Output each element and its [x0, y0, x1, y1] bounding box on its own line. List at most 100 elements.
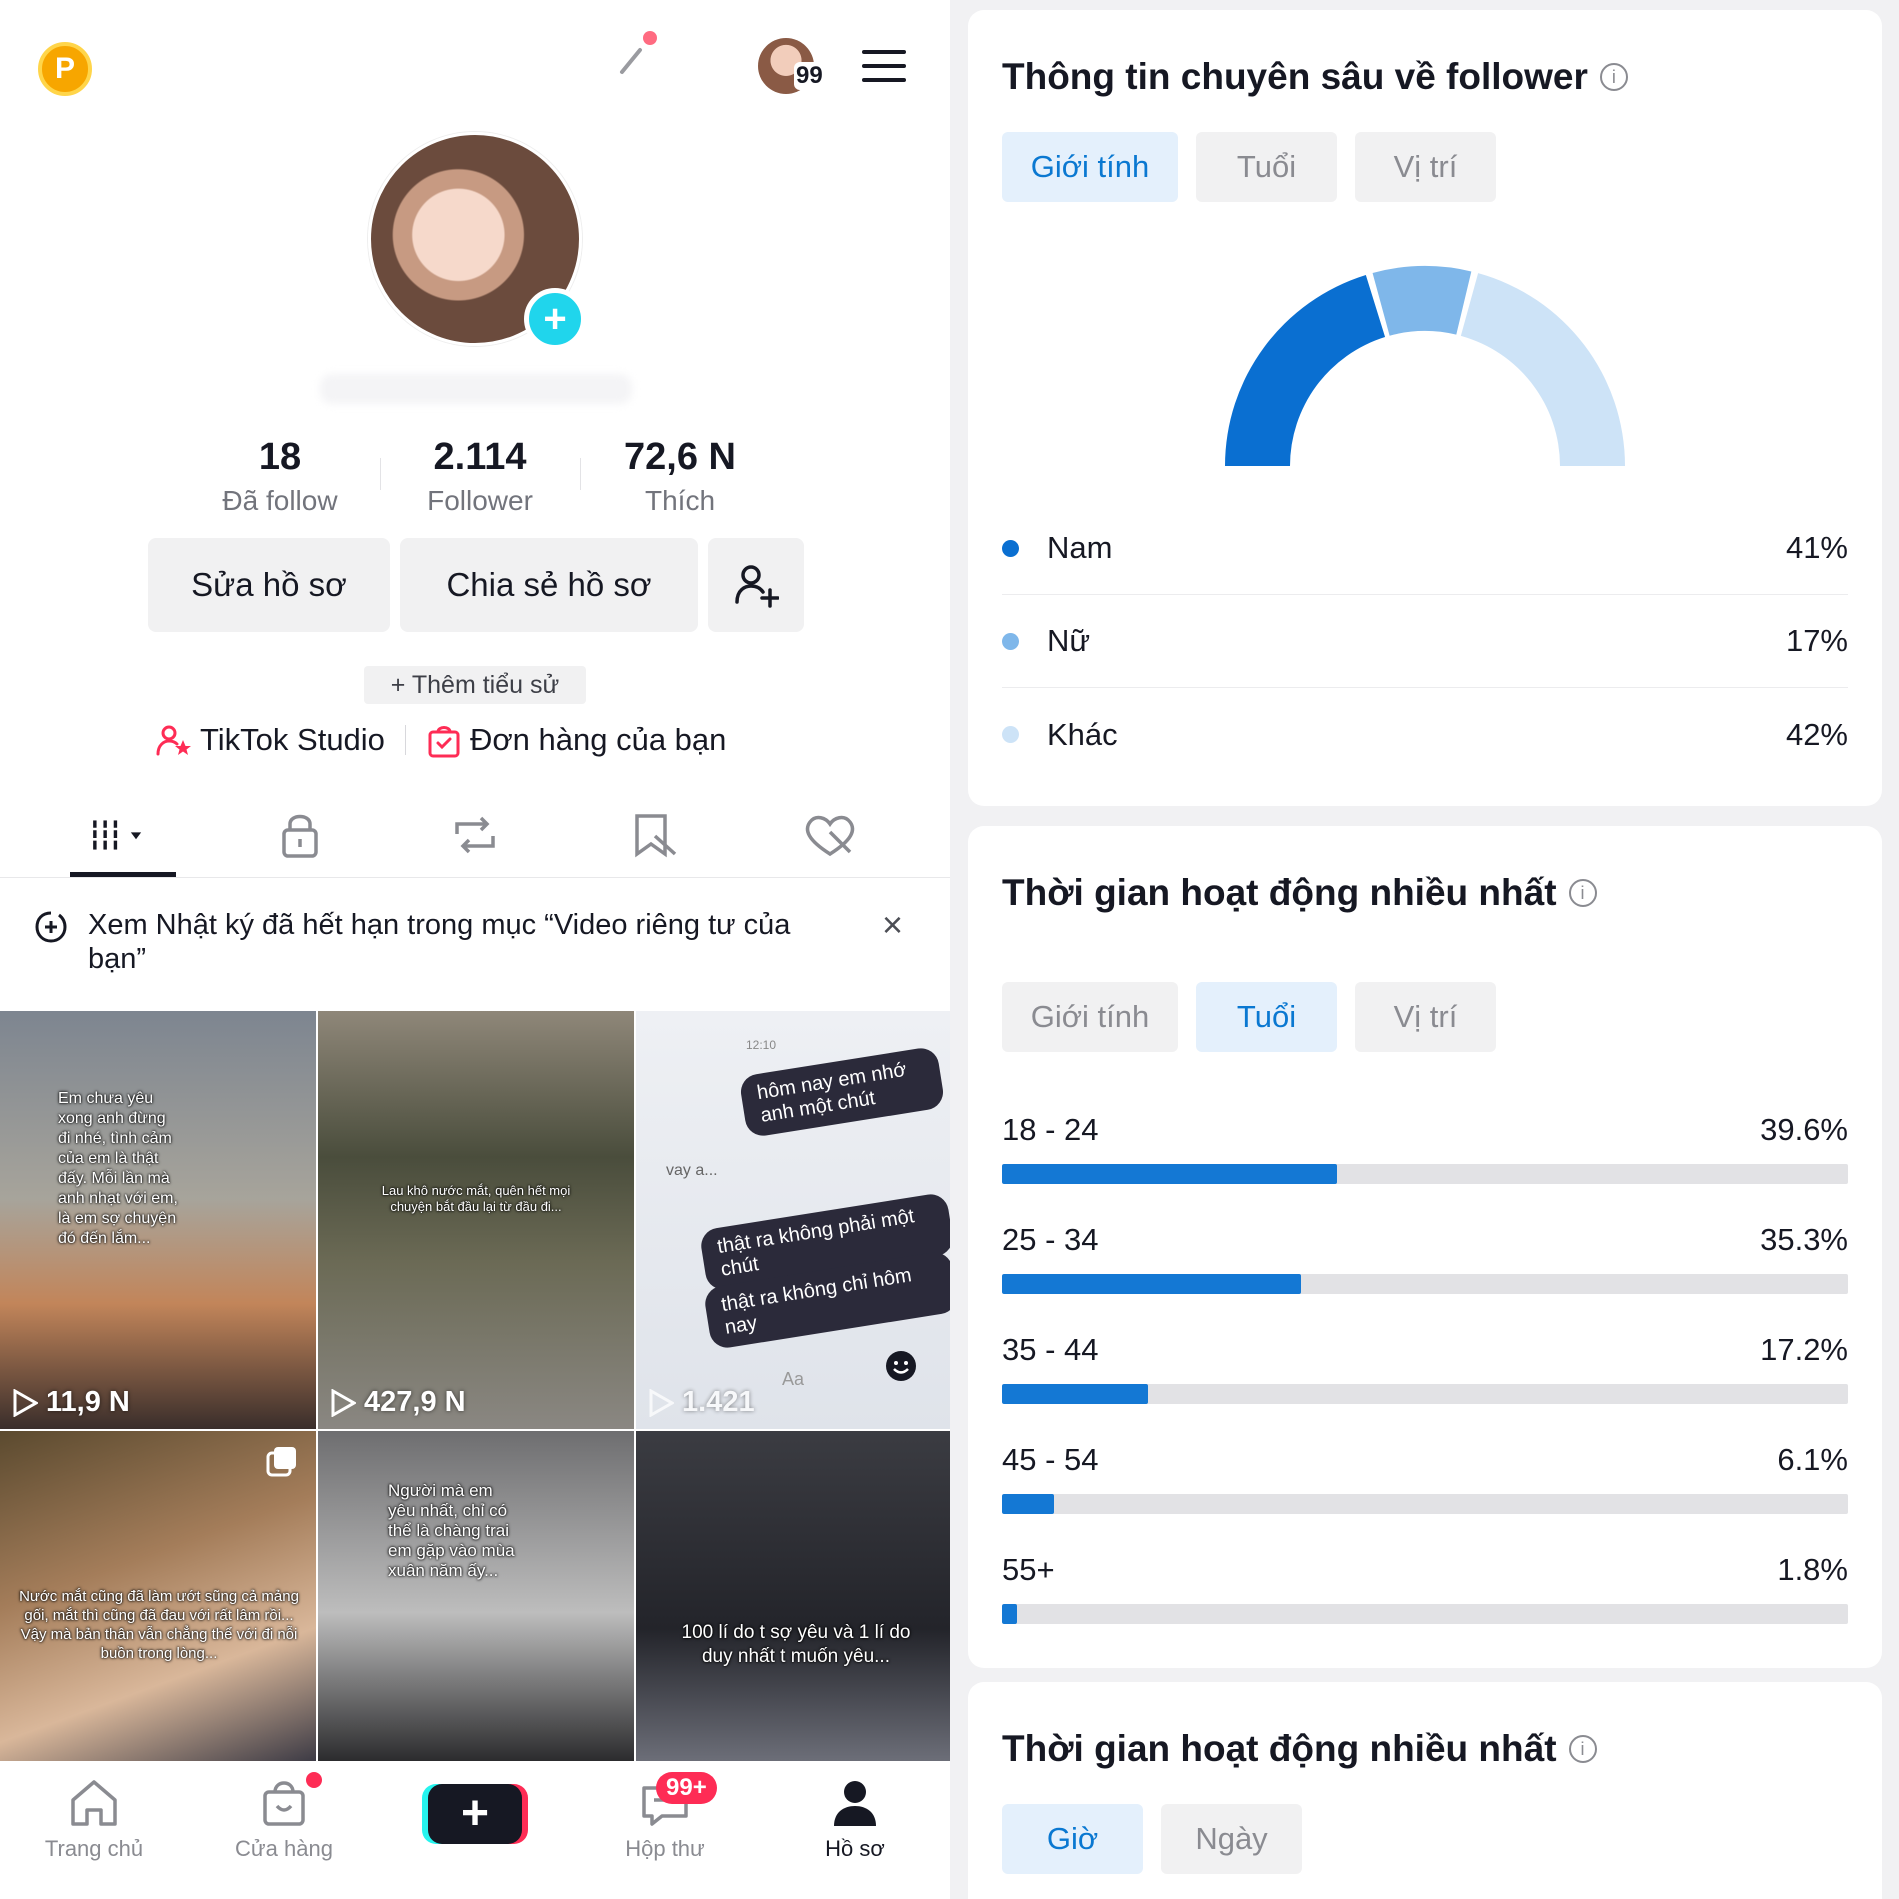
video-views: 11,9 N — [12, 1386, 130, 1419]
age-bar — [1002, 1494, 1054, 1514]
chat-reply: vay a... — [666, 1162, 718, 1179]
video-caption: Người mà em yêu nhất, chỉ có thể là chàn… — [388, 1481, 515, 1580]
profile-icon — [834, 1781, 876, 1826]
profile-actions: Sửa hồ sơ Chia sẻ hồ sơ — [148, 538, 804, 632]
shop-notification-dot — [306, 1772, 322, 1788]
info-icon[interactable]: i — [1568, 879, 1597, 907]
activity2-title-text: Thời gian hoạt động nhiều nhất — [1002, 1728, 1557, 1769]
pen-icon[interactable] — [618, 28, 658, 76]
add-user-icon — [735, 565, 779, 608]
legend-value: 41% — [1785, 530, 1848, 565]
video-thumbnail[interactable]: Nước mắt cũng đã làm ướt sũng cả mảng gố… — [0, 1431, 316, 1761]
add-friend-button[interactable] — [708, 538, 804, 632]
add-bio-button[interactable]: + Thêm tiểu sử — [364, 666, 586, 704]
create-button[interactable]: + — [428, 1784, 522, 1844]
account-badge: 99 — [794, 62, 825, 90]
age-range-label: 45 - 54 — [1002, 1442, 1099, 1477]
age-bar — [1002, 1274, 1301, 1294]
age-row: 18 - 24 39.6% — [1002, 1112, 1848, 1184]
chip-gender[interactable]: Giới tính — [1002, 982, 1178, 1052]
chip-location[interactable]: Vị trí — [1355, 982, 1496, 1052]
play-icon — [13, 1388, 38, 1417]
age-row: 45 - 54 6.1% — [1002, 1442, 1848, 1514]
donut-slice-other[interactable] — [1460, 273, 1625, 466]
stat-following-value: 18 — [258, 436, 302, 478]
insights-filter-chips: Giới tính Tuổi Vị trí — [1002, 132, 1496, 202]
tab-videos-grid-icon[interactable] — [88, 810, 148, 860]
age-row: 55+ 1.8% — [1002, 1552, 1848, 1624]
age-percent-label: 17.2% — [1760, 1332, 1848, 1367]
stat-followers[interactable]: 2.114 Follower — [380, 436, 580, 517]
video-views: 1.421 — [648, 1386, 755, 1419]
chip-gender[interactable]: Giới tính — [1002, 132, 1178, 202]
chat-time: 12:10 — [746, 1038, 777, 1052]
nav-home-label: Trang chủ — [44, 1836, 144, 1861]
legend-label: Khác — [1047, 716, 1118, 752]
play-icon — [649, 1388, 674, 1417]
age-percent-label: 1.8% — [1777, 1552, 1848, 1587]
expired-notes-notice[interactable]: Xem Nhật ký đã hết hạn trong mục “Video … — [34, 904, 914, 976]
video-thumbnail[interactable]: 100 lí do t sợ yêu và 1 lí do duy nhất t… — [636, 1431, 950, 1761]
chip-day[interactable]: Ngày — [1161, 1804, 1302, 1874]
chat-bubble: hôm nay em nhớ anh một chút — [738, 1045, 946, 1139]
tab-private-lock-icon[interactable] — [270, 810, 330, 860]
edit-profile-button[interactable]: Sửa hồ sơ — [148, 538, 390, 632]
coin-icon[interactable]: P — [38, 42, 92, 96]
follower-insights-card: Thông tin chuyên sâu về follower i Giới … — [968, 10, 1882, 806]
age-row: 25 - 34 35.3% — [1002, 1222, 1848, 1294]
info-icon[interactable]: i — [1568, 1735, 1597, 1763]
video-caption: Nước mắt cũng đã làm ướt sũng cả mảng gố… — [19, 1588, 299, 1662]
stat-likes[interactable]: 72,6 N Thích — [580, 436, 780, 517]
donut-slice-female[interactable] — [1372, 266, 1472, 336]
nav-shop[interactable]: Cửa hàng — [209, 1778, 359, 1862]
chip-location[interactable]: Vị trí — [1355, 132, 1496, 202]
profile-links: TikTok Studio Đơn hàng của bạn — [156, 722, 726, 758]
your-orders-link[interactable]: Đơn hàng của bạn — [469, 722, 727, 757]
inbox-badge: 99+ — [656, 1772, 717, 1804]
chip-age[interactable]: Tuổi — [1196, 982, 1337, 1052]
nav-home[interactable]: Trang chủ — [19, 1778, 169, 1862]
gender-donut-chart — [1225, 266, 1625, 466]
activity-time-card: Thời gian hoạt động nhiều nhất i Giờ Ngà… — [968, 1682, 1882, 1899]
tab-liked-icon[interactable] — [800, 810, 860, 860]
chip-hour[interactable]: Giờ — [1002, 1804, 1143, 1874]
age-range-label: 55+ — [1002, 1552, 1055, 1587]
menu-icon[interactable] — [862, 50, 906, 84]
tab-saved-icon[interactable] — [625, 810, 685, 860]
nav-profile-label: Hồ sơ — [825, 1836, 885, 1861]
activity2-title: Thời gian hoạt động nhiều nhất i — [1002, 1728, 1597, 1770]
age-bar — [1002, 1604, 1018, 1624]
stat-followers-value: 2.114 — [433, 436, 527, 478]
tab-reposts-icon[interactable] — [445, 810, 505, 860]
chip-age[interactable]: Tuổi — [1196, 132, 1337, 202]
video-thumbnail[interactable]: Người mà em yêu nhất, chỉ có thể là chàn… — [318, 1431, 634, 1761]
age-bar — [1002, 1164, 1338, 1184]
nav-inbox[interactable]: Hộp thư — [590, 1778, 740, 1862]
nav-profile[interactable]: Hồ sơ — [780, 1778, 930, 1862]
multi-photo-icon — [266, 1447, 296, 1477]
add-story-icon[interactable]: + — [524, 288, 586, 350]
video-view-count: 1.421 — [682, 1386, 755, 1418]
video-thumbnail[interactable]: Lau khô nước mắt, quên hết mọi chuyện bắ… — [318, 1011, 634, 1429]
age-range-label: 35 - 44 — [1002, 1332, 1099, 1367]
stat-following[interactable]: 18 Đã follow — [180, 436, 380, 517]
age-bar-track — [1002, 1494, 1848, 1514]
info-icon[interactable]: i — [1599, 63, 1628, 91]
username-blurred — [320, 374, 632, 404]
legend-dot — [1002, 726, 1019, 743]
age-percent-label: 39.6% — [1760, 1112, 1848, 1147]
video-thumbnail[interactable]: 12:10 hôm nay em nhớ anh một chút vay a.… — [636, 1011, 950, 1429]
insights-title-text: Thông tin chuyên sâu về follower — [1002, 56, 1588, 97]
notice-text: Xem Nhật ký đã hết hạn trong mục “Video … — [88, 909, 791, 975]
share-profile-button[interactable]: Chia sẻ hồ sơ — [400, 538, 698, 632]
activity-age-card: Thời gian hoạt động nhiều nhất i Giới tí… — [968, 826, 1882, 1668]
play-icon — [331, 1388, 356, 1417]
shopping-bag-icon — [428, 726, 460, 758]
donut-slice-male[interactable] — [1225, 274, 1386, 466]
age-row-header: 55+ 1.8% — [1002, 1552, 1848, 1588]
tiktok-studio-link[interactable]: TikTok Studio — [200, 722, 385, 757]
close-icon[interactable]: × — [882, 904, 904, 945]
shop-bag-icon — [263, 1781, 305, 1826]
video-thumbnail[interactable]: Em chưa yêu xong anh đừng đi nhé, tình c… — [0, 1011, 316, 1429]
active-tab-indicator — [70, 872, 176, 877]
